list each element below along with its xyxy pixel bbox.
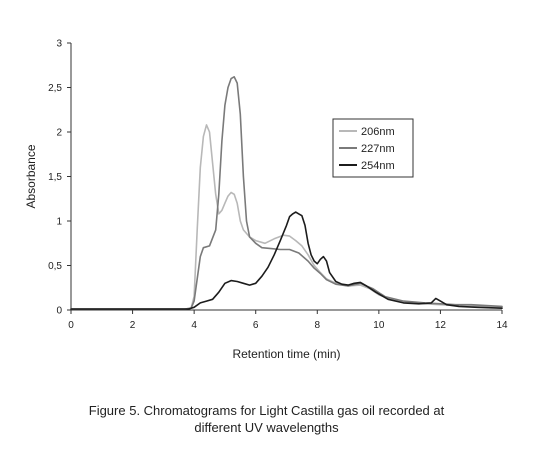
x-tick-label: 4 xyxy=(191,320,197,331)
y-tick-label: 0,5 xyxy=(48,261,62,272)
y-tick-label: 2,5 xyxy=(48,83,62,94)
y-tick-label: 1 xyxy=(56,217,62,228)
chromatogram-chart: 0 0,5 1 1,5 2 2,5 3 0 2 4 6 8 10 12 14 Retention time … xyxy=(24,39,508,362)
caption-line-2: different UV wavelengths xyxy=(194,420,339,435)
legend: 206nm 227nm 254nm xyxy=(332,118,414,178)
tick-labels: 0 0,5 1 1,5 2 2,5 3 0 2 4 6 8 10 12 14 xyxy=(48,39,508,332)
caption-line-1: Figure 5. Chromatograms for Light Castil… xyxy=(88,403,445,418)
series-layer xyxy=(70,76,503,310)
series-line-254nm xyxy=(70,211,503,310)
legend-label: 206nm xyxy=(361,126,395,138)
y-tick-label: 3 xyxy=(56,39,62,50)
x-tick-label: 6 xyxy=(253,320,259,331)
x-tick-label: 8 xyxy=(315,320,321,331)
x-axis-title: Retention time (min) xyxy=(232,347,340,361)
y-tick-label: 0 xyxy=(56,306,62,317)
x-tick-label: 2 xyxy=(130,320,136,331)
y-tick-label: 1,5 xyxy=(48,172,62,183)
series-line-206nm xyxy=(70,124,503,310)
legend-label: 254nm xyxy=(361,160,395,172)
y-axis-title: Absorbance xyxy=(24,144,38,208)
x-tick-label: 0 xyxy=(68,320,74,331)
figure-caption: Figure 5. Chromatograms for Light Castil… xyxy=(0,402,533,436)
x-tick-label: 10 xyxy=(373,320,385,331)
x-tick-label: 14 xyxy=(496,320,508,331)
axes xyxy=(67,42,503,314)
x-tick-label: 12 xyxy=(435,320,447,331)
series-line-227nm xyxy=(70,76,503,310)
legend-label: 227nm xyxy=(361,143,395,155)
y-tick-label: 2 xyxy=(56,128,62,139)
